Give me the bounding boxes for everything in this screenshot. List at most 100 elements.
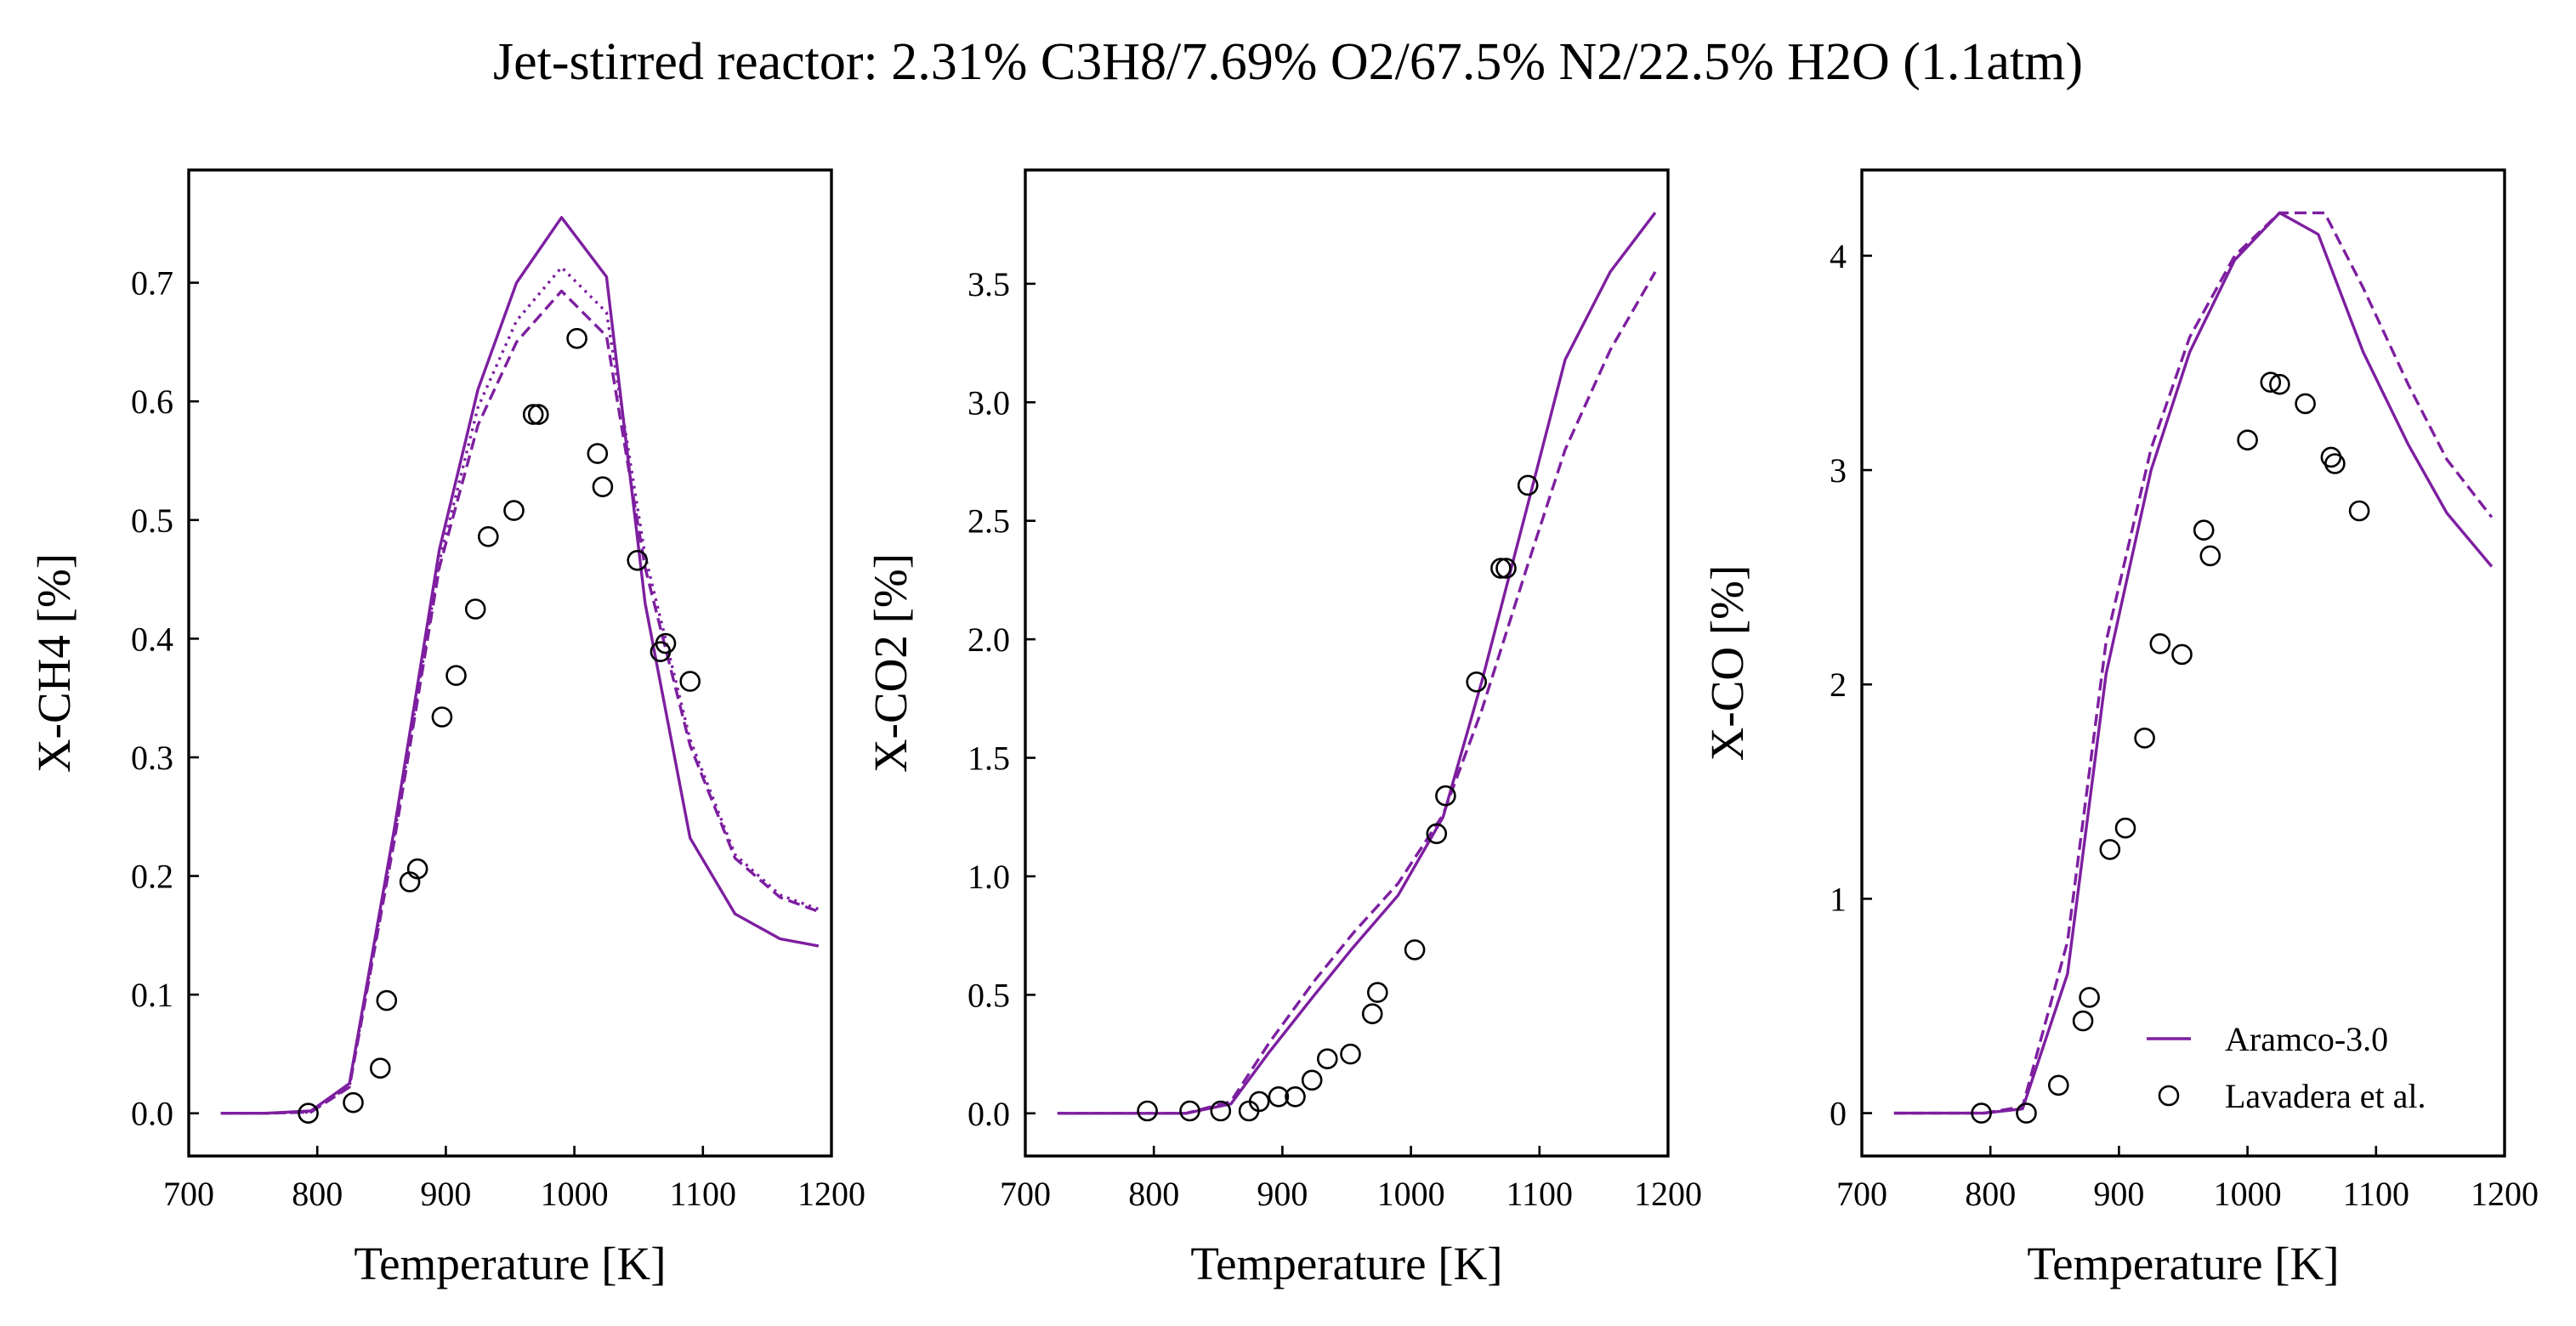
series-line-solid [220, 216, 820, 1115]
data-point [1317, 1048, 1338, 1069]
data-point [2171, 643, 2193, 666]
data-point [1971, 1102, 1992, 1124]
data-point [1495, 558, 1517, 579]
data-point [1404, 939, 1426, 960]
x-tick-label: 1200 [1634, 1175, 1702, 1213]
data-point [2199, 545, 2221, 567]
series-line-solid [1057, 212, 1657, 1115]
x-tick-label: 1100 [1506, 1175, 1574, 1213]
data-point [1435, 785, 1456, 807]
data-point [464, 598, 486, 620]
data-point [503, 500, 525, 521]
data-point [587, 443, 609, 464]
legend-label-model: Aramco-3.0 [2225, 1020, 2388, 1058]
data-point [2072, 1010, 2094, 1032]
y-tick-label: 0.5 [967, 976, 1010, 1014]
data-point [2079, 987, 2100, 1008]
data-point [2193, 519, 2215, 541]
plot-frame [187, 168, 833, 1158]
y-tick-label: 3 [1830, 451, 1847, 490]
series-line-dashed [220, 289, 820, 1115]
data-point [2134, 727, 2155, 749]
data-point [2324, 453, 2346, 474]
x-tick-label: 1200 [797, 1175, 865, 1213]
data-point [343, 1091, 364, 1114]
y-tick-label: 2.0 [967, 620, 1010, 659]
series-line-solid [1893, 211, 2494, 1115]
legend-label-experiment: Lavadera et al. [2225, 1077, 2426, 1115]
data-point [298, 1102, 319, 1124]
figure-title: Jet-stirred reactor: 2.31% C3H8/7.69% O2… [493, 33, 2083, 91]
x-tick-label: 800 [1965, 1175, 2016, 1213]
data-point [679, 671, 701, 692]
x-tick-label: 800 [1128, 1175, 1179, 1213]
data-point [1361, 1003, 1383, 1024]
x-tick-label: 700 [1836, 1175, 1887, 1213]
x-tick-label: 900 [420, 1175, 471, 1213]
x-axis-label: Temperature [K] [1190, 1238, 1502, 1289]
y-tick-label: 0 [1830, 1095, 1847, 1133]
y-tick-label: 0.7 [131, 264, 173, 303]
y-tick-label: 0.5 [131, 502, 173, 540]
data-point [1179, 1100, 1200, 1122]
data-point [369, 1057, 391, 1079]
y-tick-label: 2.5 [967, 502, 1010, 541]
data-point [1137, 1100, 1158, 1122]
data-point [2237, 429, 2258, 451]
data-point [1301, 1069, 1323, 1091]
data-point [1340, 1043, 1361, 1065]
y-tick-label: 0.2 [131, 858, 173, 896]
data-point [2348, 500, 2370, 522]
x-axis-label: Temperature [K] [354, 1238, 666, 1289]
data-point [627, 549, 649, 571]
x-tick-label: 1100 [670, 1175, 737, 1213]
data-point [1490, 558, 1512, 579]
data-point [2260, 371, 2282, 394]
legend: Aramco-3.0 Lavadera et al. [2147, 1020, 2426, 1115]
data-point [1268, 1086, 1290, 1108]
data-point [522, 404, 544, 425]
data-point [477, 525, 499, 547]
panel-co2: 700 800 900 1000 1100 1200 0.0 0.5 1.0 1.5 2.0 2.5 3… [865, 168, 1702, 1289]
data-point [406, 858, 428, 880]
data-point [2114, 817, 2136, 839]
y-tick-label: 0.4 [131, 620, 173, 658]
y-tick-label: 3.5 [967, 265, 1010, 303]
x-tick-label: 1100 [2343, 1175, 2410, 1213]
legend-marker-swatch [2158, 1085, 2180, 1107]
y-tick-label: 3.0 [967, 383, 1010, 422]
y-axis-label: X-CH4 [%] [28, 553, 80, 773]
data-point [431, 706, 453, 728]
panel-ch4: 700 800 900 1000 1100 1200 0.0 0.1 0.2 0.3 0.4 0.5 0… [28, 168, 865, 1289]
data-point [566, 327, 587, 349]
data-point [1367, 982, 1388, 1003]
data-point [1426, 823, 1448, 845]
y-tick-label: 2 [1830, 666, 1847, 704]
data-point [1517, 474, 1539, 496]
data-point [1210, 1100, 1232, 1122]
data-point [2269, 373, 2290, 395]
x-axis-label: Temperature [K] [2027, 1238, 2339, 1289]
panel-co: 700 800 900 1000 1100 1200 0 1 2 3 4 Temperature [K… [1701, 168, 2539, 1289]
x-tick-label: 900 [1257, 1175, 1308, 1213]
y-tick-label: 0.6 [131, 382, 173, 421]
x-tick-label: 1000 [2214, 1175, 2282, 1213]
x-tick-label: 800 [292, 1175, 343, 1213]
data-point [445, 665, 467, 687]
series-line-dashed [1893, 211, 2494, 1115]
data-point [592, 476, 614, 498]
data-point [2016, 1102, 2037, 1124]
y-axis-label: X-CO [%] [1701, 565, 1753, 762]
data-point [1248, 1091, 1270, 1113]
y-tick-label: 0.0 [131, 1095, 173, 1133]
x-tick-label: 1000 [1377, 1175, 1445, 1213]
y-tick-label: 0.1 [131, 976, 173, 1014]
data-point [2149, 632, 2171, 654]
plot-frame [1860, 168, 2506, 1158]
y-tick-label: 4 [1830, 237, 1847, 275]
y-tick-label: 0.3 [131, 739, 173, 777]
y-tick-label: 1 [1830, 880, 1847, 918]
y-tick-label: 1.0 [967, 858, 1010, 896]
data-point [376, 989, 398, 1012]
